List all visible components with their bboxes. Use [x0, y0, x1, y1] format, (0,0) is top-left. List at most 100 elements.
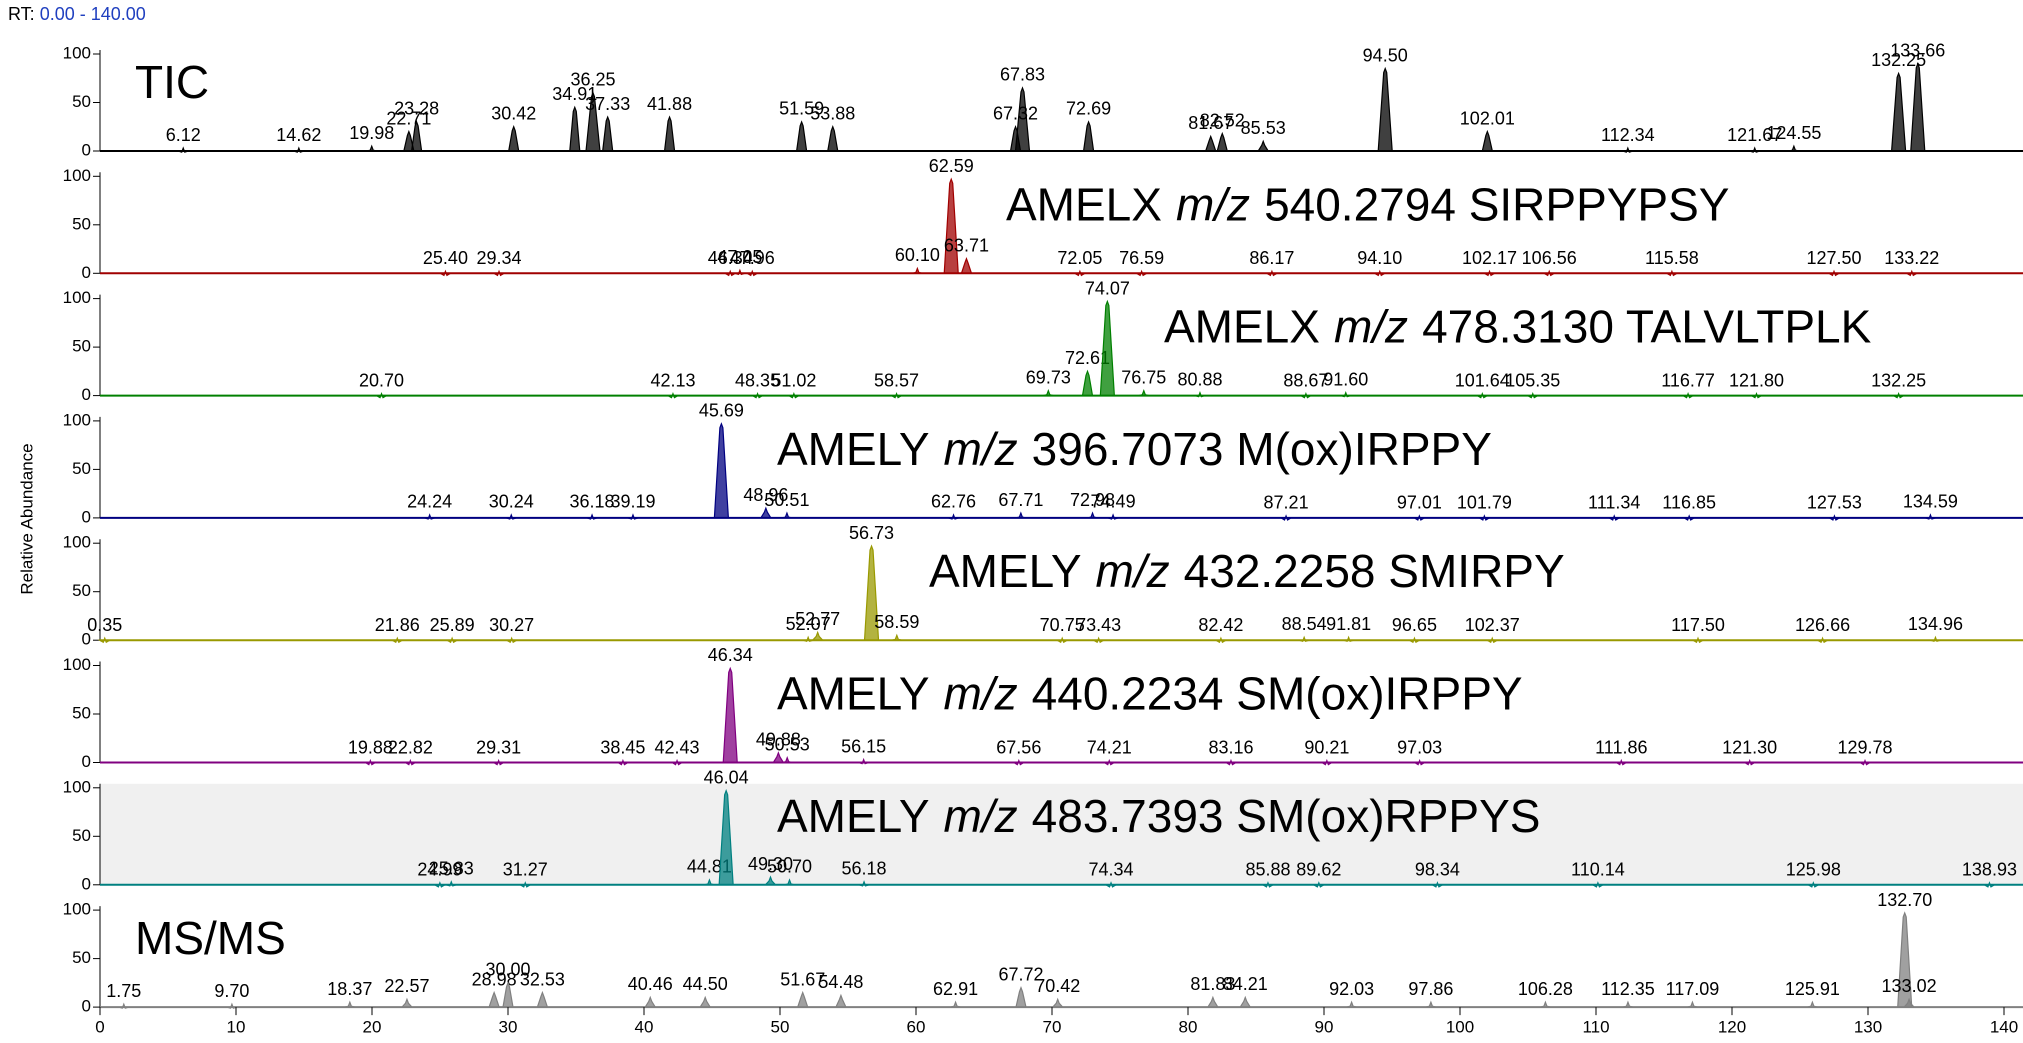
- peak-label: 112.34: [1601, 125, 1655, 145]
- peak-label: 125.91: [1785, 979, 1840, 999]
- peak-label: 62.59: [929, 156, 974, 176]
- peak-label: 31.27: [503, 860, 548, 880]
- peak: [1081, 369, 1094, 397]
- peak: [1902, 997, 1916, 1008]
- peak-label: 19.88: [348, 737, 393, 757]
- peak: [178, 146, 189, 153]
- peak-label: 56.15: [841, 736, 886, 756]
- peak: [795, 120, 808, 152]
- y-tick-label: 0: [82, 997, 91, 1016]
- peak: [734, 268, 746, 276]
- x-tick-label: 100: [1446, 1018, 1474, 1037]
- peak: [1857, 758, 1873, 766]
- x-tick-label: 30: [499, 1018, 518, 1037]
- peak: [786, 391, 802, 399]
- peak-label: 69.73: [1026, 368, 1071, 388]
- peak-label: 101.79: [1457, 493, 1512, 513]
- peak-label: 132.25: [1871, 370, 1926, 390]
- peak: [782, 755, 793, 764]
- peak-label: 63.71: [944, 236, 989, 256]
- y-tick-label: 100: [63, 900, 91, 919]
- peak: [507, 125, 520, 152]
- title-part: AMELX: [1006, 178, 1162, 230]
- peak-label: 74.34: [1089, 860, 1134, 880]
- x-tick-label: 10: [227, 1018, 246, 1037]
- peak-label: 18.37: [327, 979, 372, 999]
- peak: [1485, 636, 1500, 644]
- y-tick-label: 0: [82, 507, 91, 526]
- peak: [1680, 391, 1696, 399]
- peak: [1216, 131, 1229, 152]
- peak: [491, 269, 507, 277]
- peak-label: 83.16: [1208, 737, 1253, 757]
- y-tick-label: 50: [72, 214, 91, 233]
- peak: [1204, 134, 1217, 152]
- peak-label: 53.88: [810, 104, 855, 124]
- peak-label: 102.17: [1462, 248, 1517, 268]
- peak-label: 56.73: [849, 523, 894, 543]
- peak: [1664, 269, 1680, 277]
- y-tick-label: 100: [63, 43, 91, 62]
- peak: [663, 115, 676, 152]
- peak: [1194, 390, 1206, 398]
- peak-label: 76.59: [1119, 248, 1164, 268]
- peak-label: 0.35: [87, 615, 122, 635]
- peak-label: 44.50: [683, 974, 728, 994]
- peak: [1213, 636, 1229, 644]
- title-part: m/z: [1176, 178, 1250, 230]
- peak: [950, 1000, 961, 1008]
- peak-label: 51.59: [779, 99, 824, 119]
- peak-label: 47.05: [717, 247, 762, 267]
- peak-label: 22.57: [384, 976, 429, 996]
- panel-title: AMELY m/z 483.7393 SM(ox)RPPYS: [777, 790, 1540, 842]
- peak: [374, 391, 389, 399]
- peak: [1311, 881, 1327, 888]
- peak-label: 19.98: [349, 123, 394, 143]
- y-tick-label: 0: [82, 630, 91, 649]
- peak: [1481, 129, 1494, 152]
- peak: [759, 506, 772, 519]
- peak: [1590, 881, 1606, 888]
- peak: [889, 391, 904, 399]
- peak-label: 45.69: [699, 401, 744, 421]
- peak: [1407, 636, 1422, 644]
- peak: [586, 513, 598, 520]
- x-tick-label: 110: [1582, 1018, 1609, 1037]
- x-tick-label: 80: [1179, 1018, 1198, 1037]
- peak: [1223, 758, 1239, 766]
- peak: [1477, 514, 1492, 521]
- y-tick-label: 50: [72, 948, 91, 967]
- peak: [1807, 1000, 1818, 1008]
- peak: [491, 758, 506, 766]
- peak-label: 60.10: [895, 245, 940, 265]
- peak-label: 115.58: [1645, 248, 1699, 268]
- peak-label: 134.59: [1903, 492, 1958, 512]
- peak-label: 111.34: [1588, 493, 1640, 513]
- peak-label: 74.07: [1085, 278, 1130, 298]
- peak: [891, 633, 902, 641]
- panel-title: AMELX m/z 540.2794 SIRPPYPSY: [1006, 178, 1729, 230]
- peak: [1475, 391, 1490, 399]
- peak-label: 76.75: [1121, 368, 1166, 388]
- x-tick-label: 130: [1854, 1018, 1882, 1037]
- peak-label: 24.99: [417, 860, 462, 880]
- peak-label: 67.83: [1000, 65, 1045, 85]
- peak: [1343, 635, 1354, 643]
- peak-label: 46.34: [708, 645, 753, 665]
- y-tick-label: 50: [72, 337, 91, 356]
- peak: [403, 758, 418, 766]
- peak-label: 29.31: [476, 737, 521, 757]
- peak-label: 133.02: [1882, 976, 1937, 996]
- peak-label: 92.03: [1329, 979, 1374, 999]
- x-tick-label: 20: [363, 1018, 382, 1037]
- peak-label: 91.81: [1326, 614, 1371, 634]
- peak: [446, 880, 457, 887]
- y-tick-label: 100: [63, 533, 91, 552]
- peak-label: 117.09: [1666, 979, 1720, 999]
- y-tick-label: 50: [72, 581, 91, 600]
- peak-label: 98.34: [1415, 860, 1460, 880]
- peak-label: 117.50: [1671, 615, 1725, 635]
- peak: [1622, 1000, 1634, 1008]
- peak: [1346, 1000, 1357, 1008]
- y-tick-label: 0: [82, 385, 91, 404]
